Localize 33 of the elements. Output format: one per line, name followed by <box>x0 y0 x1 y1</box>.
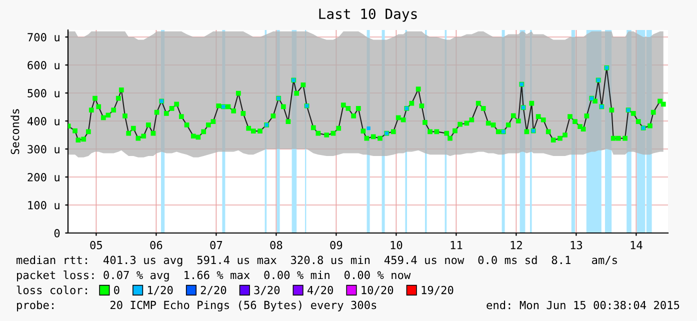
x-tick-label: 06 <box>150 240 162 250</box>
y-tick-label: 100 u <box>28 201 60 210</box>
y-tick-label: 200 u <box>28 173 60 182</box>
x-tick-label: 09 <box>330 240 342 250</box>
legend-label: 1/20 <box>148 286 173 296</box>
legend-label: 19/20 <box>422 286 454 296</box>
legend-label: 0 <box>114 286 120 294</box>
x-tick-label: 12 <box>510 240 522 250</box>
legend-label: 2/20 <box>200 286 226 296</box>
x-tick-label: 14 <box>630 241 642 250</box>
text: loss color: <box>16 286 87 294</box>
text: median rtt: 401.3 us avg 591.4 us max 320.8 us min 459.4 us now 0.0 ms sd 8.1 am/s <box>16 256 617 266</box>
y-tick-label: 300 u <box>28 145 60 154</box>
y-tick-label: 0 <box>54 229 60 238</box>
text: packet loss: 0.07 % avg 1.66 % max 0.00 % min 0.00 % now <box>17 270 411 282</box>
y-tick-label: 700 u <box>28 33 60 42</box>
text: probe: 20 ICMP Echo Pings (56 Bytes) every 300s <box>17 300 376 312</box>
text: end: Mon Jun 15 00:38:04 2015 <box>486 300 680 310</box>
y-axis-title: Seconds <box>10 109 20 154</box>
x-tick-label: 05 <box>90 240 102 250</box>
x-tick-label: 08 <box>270 240 282 250</box>
legend-label: 10/20 <box>362 286 394 296</box>
x-tick-label: 07 <box>210 240 222 250</box>
chart-title: Last 10 Days <box>319 8 417 22</box>
legend-label: 3/20 <box>254 286 280 296</box>
y-tick-label: 600 u <box>28 61 60 70</box>
x-tick-label: 13 <box>570 240 582 250</box>
y-tick-label: 400 u <box>27 117 60 126</box>
point <box>366 126 370 130</box>
x-tick-label: 11 <box>450 241 462 250</box>
legend-label: 4/20 <box>308 286 333 296</box>
y-tick-label: 500 u <box>28 89 60 98</box>
x-tick-label: 10 <box>390 240 402 250</box>
